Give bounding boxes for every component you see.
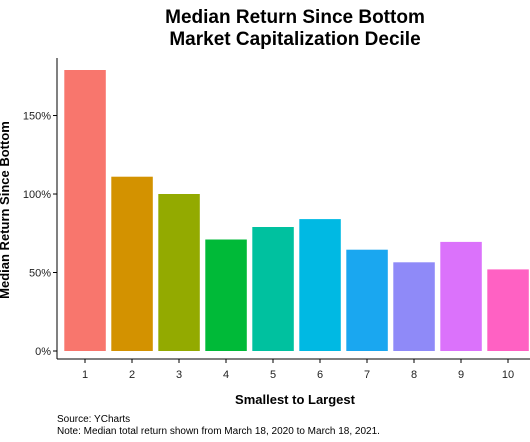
x-axis-title: Smallest to Largest [235, 392, 356, 407]
bar-decile-5 [252, 227, 294, 351]
chart-title-line-2: Market Capitalization Decile [169, 29, 420, 50]
x-axis-ticks: 1 2 3 4 5 6 7 8 9 10 [82, 359, 514, 381]
bar-decile-7 [346, 249, 388, 351]
x-tick-label: 2 [129, 369, 135, 381]
bar-decile-8 [393, 262, 435, 351]
y-tick-label: 150% [23, 111, 51, 123]
bar-decile-3 [158, 194, 200, 351]
y-tick-label: 100% [23, 189, 51, 201]
y-axis-ticks: 0% 50% 100% 150% [23, 111, 57, 358]
bar-decile-9 [440, 241, 482, 351]
y-tick-label: 50% [29, 268, 51, 280]
x-tick-label: 4 [223, 369, 229, 381]
x-tick-label: 10 [502, 369, 514, 381]
bar-decile-1 [64, 70, 106, 351]
chart-title-line-1: Median Return Since Bottom [165, 7, 425, 28]
bar-decile-4 [205, 239, 247, 351]
x-tick-label: 5 [270, 369, 276, 381]
source-caption: Source: YCharts [57, 414, 130, 425]
chart-title: Median Return Since Bottom Market Capita… [165, 7, 425, 50]
y-axis-title: Median Return Since Bottom [0, 121, 12, 299]
x-tick-label: 6 [317, 369, 323, 381]
bar-decile-6 [299, 219, 341, 351]
x-tick-label: 8 [411, 369, 417, 381]
y-tick-label: 0% [35, 346, 51, 358]
plot-area [64, 70, 529, 351]
x-tick-label: 3 [176, 369, 182, 381]
x-tick-label: 9 [458, 369, 464, 381]
bar-decile-2 [111, 176, 153, 351]
x-tick-label: 7 [364, 369, 370, 381]
x-tick-label: 1 [82, 369, 88, 381]
bar-decile-10 [487, 269, 529, 351]
note-caption: Note: Median total return shown from Mar… [57, 426, 380, 437]
